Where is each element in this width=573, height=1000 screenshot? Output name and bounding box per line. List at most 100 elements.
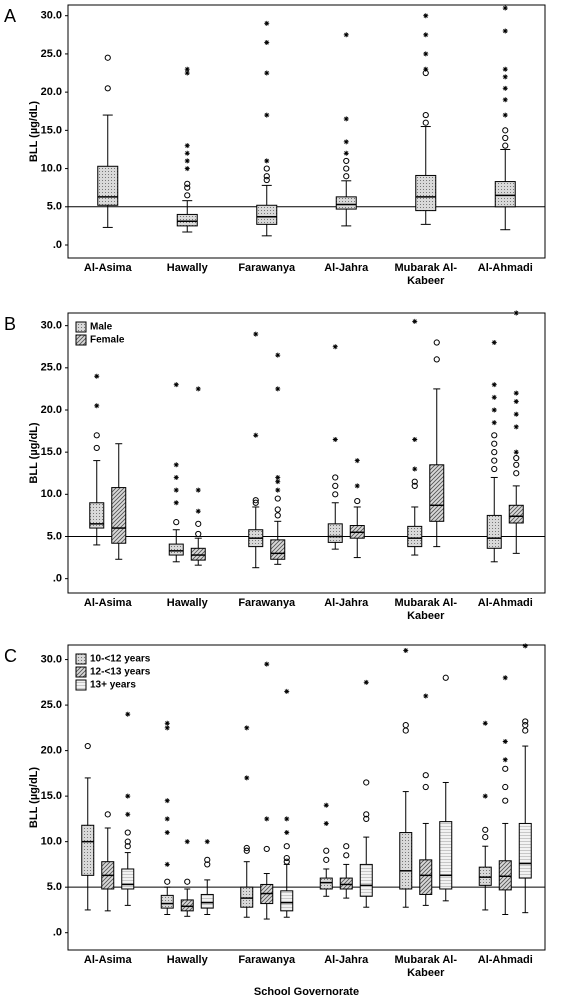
legend-swatch — [75, 653, 87, 665]
outlier — [323, 856, 330, 863]
extreme — [491, 382, 497, 388]
outlier — [263, 165, 270, 172]
outlier — [491, 465, 498, 473]
box — [240, 886, 254, 908]
extreme — [164, 830, 170, 836]
box — [190, 547, 206, 561]
outlier — [491, 457, 498, 464]
y-axis-label: BLL (µg/dL) — [28, 767, 40, 828]
outlier — [124, 829, 131, 836]
outlier — [184, 192, 191, 199]
x-tick-label: Hawally — [166, 597, 208, 609]
y-tick-label: 30.0 — [41, 320, 62, 332]
extreme — [502, 74, 508, 80]
extreme — [502, 675, 508, 681]
outlier — [343, 165, 350, 172]
box — [256, 204, 278, 225]
x-tick-label-box: Al-Ahmadi — [478, 597, 533, 609]
y-tick-label: 5.0 — [47, 201, 62, 213]
y-tick-label: 15.0 — [41, 790, 62, 802]
y-tick-label: .0 — [53, 927, 62, 939]
legend-swatch — [75, 321, 87, 333]
extreme — [502, 97, 508, 103]
outlier — [283, 854, 290, 862]
x-tick-label-box: Hawally — [167, 954, 208, 966]
extreme — [253, 331, 259, 337]
panel-label: A — [4, 6, 16, 26]
y-tick-label: 20.0 — [41, 745, 62, 757]
x-tick-label: Farawanya — [238, 262, 296, 274]
outlier — [283, 843, 290, 850]
box — [319, 877, 333, 890]
outlier — [124, 838, 131, 845]
outlier — [283, 858, 290, 865]
box — [339, 877, 353, 890]
extreme — [332, 344, 338, 350]
box — [419, 859, 433, 895]
x-tick-label: Al-Asima — [83, 597, 132, 609]
extreme — [204, 839, 210, 845]
extreme — [164, 861, 170, 867]
y-tick-label: 15.0 — [41, 124, 62, 136]
extreme — [412, 466, 418, 472]
extreme — [491, 394, 497, 400]
extreme — [244, 775, 250, 781]
extreme — [363, 679, 369, 685]
extreme — [173, 462, 179, 468]
outlier — [332, 474, 339, 481]
extreme — [354, 458, 360, 464]
extreme — [423, 51, 429, 57]
outlier — [323, 847, 330, 854]
extreme — [423, 693, 429, 699]
legend-label: Male — [90, 322, 113, 333]
outlier — [522, 722, 529, 729]
box — [518, 822, 532, 879]
outlier — [204, 856, 211, 863]
outlier — [204, 861, 211, 868]
y-tick-label: 30.0 — [41, 10, 62, 22]
extreme — [343, 139, 349, 145]
box — [200, 893, 214, 909]
x-tick-label: Mubarak Al-Kabeer — [394, 597, 458, 622]
outlier — [422, 772, 429, 779]
x-tick-label: Al-Jahra — [324, 954, 369, 966]
legend-swatch — [75, 679, 87, 691]
outlier — [402, 722, 409, 729]
extreme — [173, 500, 179, 506]
extreme — [164, 720, 170, 726]
box — [415, 174, 437, 212]
box — [89, 502, 105, 529]
y-tick-label: 5.0 — [47, 530, 62, 542]
outlier — [252, 499, 259, 506]
outlier — [263, 845, 270, 853]
legend-label: 12-<13 years — [90, 667, 151, 678]
extreme — [502, 5, 508, 11]
y-tick-label: 15.0 — [41, 446, 62, 458]
x-tick-label-box: Farawanya — [238, 954, 295, 966]
extreme — [184, 70, 190, 76]
x-tick-label-box: Farawanya — [238, 262, 296, 274]
outlier — [482, 826, 489, 833]
x-tick-label-box: Al-Jahra — [324, 597, 368, 609]
outlier — [502, 765, 509, 772]
outlier — [491, 432, 498, 439]
box — [160, 894, 174, 909]
box — [335, 196, 357, 210]
extreme — [173, 382, 179, 388]
box — [486, 514, 502, 549]
extreme — [184, 158, 190, 164]
outlier — [422, 783, 429, 791]
box — [81, 824, 95, 876]
extreme — [482, 720, 488, 726]
extreme — [323, 820, 329, 826]
outlier — [491, 440, 498, 447]
x-tick-label: Al-Ahmadi — [477, 262, 533, 274]
outlier — [433, 356, 440, 363]
outlier — [274, 506, 281, 513]
x-tick-label-box: Al-Asima — [83, 597, 132, 609]
extreme — [94, 373, 100, 379]
y-tick-label: 5.0 — [47, 881, 62, 893]
y-axis-label: BLL (µg/dL) — [28, 101, 40, 162]
extreme — [284, 816, 290, 822]
outlier — [243, 844, 250, 852]
